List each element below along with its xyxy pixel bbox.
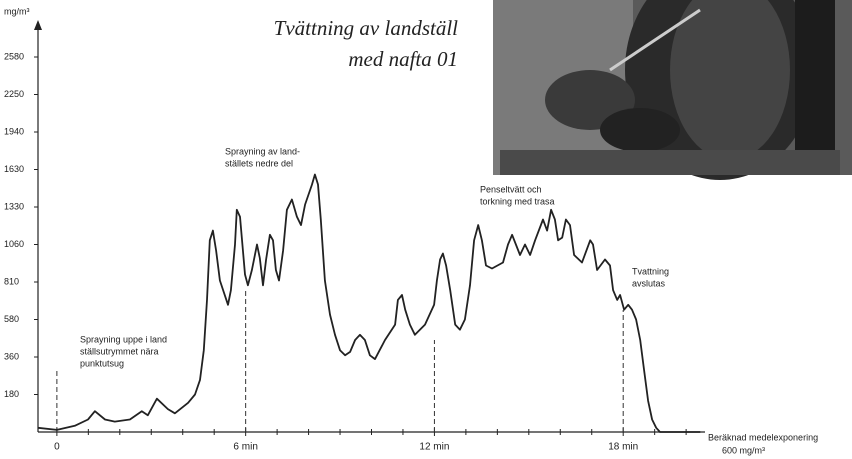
x-tick-label: 0 — [54, 442, 60, 453]
y-tick-label: 1330 — [4, 201, 24, 211]
annotation: punktutsug — [80, 358, 124, 368]
annotation: Sprayning uppe i land — [80, 334, 167, 344]
y-tick-label: 1630 — [4, 164, 24, 174]
x-tick-label: 6 min — [233, 442, 257, 453]
photo — [493, 0, 852, 180]
y-tick-label: 2250 — [4, 89, 24, 99]
x-note: Beräknad medelexponering — [708, 432, 818, 442]
chart: Tvättning av landställ med nafta 01 mg/m… — [0, 0, 852, 459]
annotation: torkning med trasa — [480, 196, 555, 206]
y-tick-label: 180 — [4, 389, 19, 399]
annotation: ställsutrymmet nära — [80, 346, 159, 356]
annotation: Tvattning — [632, 266, 669, 276]
y-tick-label: 580 — [4, 314, 19, 324]
y-axis-arrow — [34, 20, 42, 30]
annotation: Penseltvätt och — [480, 184, 542, 194]
annotation: ställets nedre del — [225, 158, 293, 168]
y-tick-label: 2580 — [4, 51, 24, 61]
annotation: Sprayning av land- — [225, 146, 300, 156]
x-tick-label: 12 min — [419, 442, 449, 453]
data-line — [38, 175, 700, 433]
chart-title: Tvättning av landställ — [274, 16, 459, 40]
y-axis-label: mg/m³ — [4, 6, 30, 16]
x-note: 600 mg/m³ — [722, 445, 765, 455]
y-tick-label: 360 — [4, 351, 19, 361]
y-tick-label: 1940 — [4, 126, 24, 136]
y-tick-label: 810 — [4, 276, 19, 286]
x-tick-label: 18 min — [608, 442, 638, 453]
chart-title: med nafta 01 — [348, 47, 458, 71]
annotation: avslutas — [632, 278, 666, 288]
y-tick-label: 1060 — [4, 239, 24, 249]
